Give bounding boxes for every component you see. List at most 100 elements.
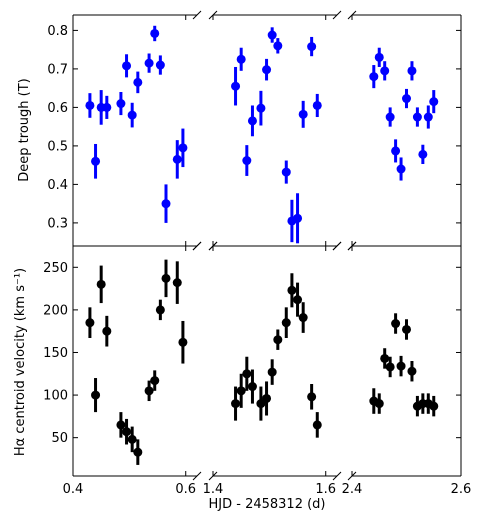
data-point [155, 305, 165, 315]
data-point [262, 393, 272, 403]
data-point [312, 100, 322, 110]
data-point [116, 99, 126, 109]
data-point [391, 319, 401, 329]
data-point [178, 143, 188, 153]
axis-break-mark [332, 10, 342, 20]
axis-break-mark [332, 471, 342, 481]
data-point [298, 109, 308, 119]
y-tick-label: 100 [43, 389, 68, 404]
data-point [412, 112, 422, 122]
data-point [102, 102, 112, 112]
data-point [150, 376, 160, 386]
axis-break-mark [192, 471, 202, 481]
data-point [374, 399, 384, 409]
data-point [161, 199, 171, 209]
data-point [231, 81, 241, 91]
y-axis-label-top: Deep trough (T) [17, 78, 32, 181]
y-tick-label: 0.5 [47, 139, 68, 154]
data-marks [85, 25, 439, 465]
y-tick-label: 150 [43, 346, 68, 361]
data-point [116, 420, 126, 430]
data-point [385, 112, 395, 122]
x-tick-label: 0.6 [175, 482, 196, 497]
data-point [293, 213, 303, 223]
data-point [407, 366, 417, 376]
data-point [256, 103, 266, 113]
data-point [267, 30, 277, 40]
data-point [247, 382, 257, 392]
y-tick-label: 0.7 [47, 62, 68, 77]
axes: 0.3 0.4 0.5 0.6 0.7 0.8 50 100 150 200 250 0.4 0.6 1.… [43, 15, 471, 497]
data-point [307, 42, 317, 52]
data-point [242, 156, 252, 166]
data-point [133, 77, 143, 87]
data-point [391, 146, 401, 156]
y-tick-label: 0.4 [47, 178, 68, 193]
x-tick-label: 2.6 [451, 482, 472, 497]
data-point [122, 61, 132, 71]
data-point [402, 94, 411, 104]
data-point [369, 72, 379, 82]
data-point [122, 427, 132, 437]
data-point [380, 66, 390, 76]
data-point [307, 392, 317, 402]
data-point [273, 41, 283, 51]
data-point [161, 273, 171, 283]
data-point [262, 65, 272, 75]
y-tick-label: 0.6 [47, 101, 68, 116]
data-point [236, 386, 246, 396]
data-point [385, 362, 395, 372]
axis-break-mark [192, 241, 202, 251]
data-point [293, 295, 303, 305]
data-point [172, 278, 182, 288]
y-tick-label: 250 [43, 261, 68, 276]
data-point [281, 318, 291, 328]
data-point [396, 361, 406, 371]
data-point [312, 420, 322, 430]
data-point [380, 353, 390, 363]
y-tick-label: 200 [43, 303, 68, 318]
data-point [429, 401, 439, 411]
data-point [172, 154, 182, 164]
data-point [242, 369, 252, 379]
data-point [231, 399, 241, 409]
data-point [407, 66, 417, 76]
data-point [236, 54, 246, 64]
data-point [91, 390, 101, 400]
data-point [429, 97, 439, 107]
data-point [91, 156, 101, 166]
y-tick-label: 0.3 [47, 216, 68, 231]
x-tick-label: 1.6 [315, 482, 336, 497]
data-point [102, 326, 112, 336]
data-point [127, 110, 137, 120]
data-point [155, 60, 165, 70]
y-axis-label-bottom: Hα centroid velocity (km s⁻¹) [13, 268, 28, 456]
data-point [423, 112, 433, 122]
data-point [402, 324, 411, 334]
y-tick-label: 50 [51, 431, 68, 446]
x-tick-label: 1.4 [203, 482, 224, 497]
data-point [298, 313, 308, 323]
data-point [85, 318, 95, 328]
data-point [267, 367, 277, 377]
data-point [144, 386, 154, 396]
data-point [127, 434, 137, 444]
data-point [273, 335, 283, 345]
data-point [150, 28, 160, 38]
data-point [247, 116, 257, 126]
data-point [133, 447, 143, 457]
axis-break-mark [192, 10, 202, 20]
data-point [85, 100, 95, 110]
y-tick-label: 0.8 [47, 24, 68, 39]
data-point [144, 58, 154, 68]
data-point [374, 52, 384, 62]
panel-frames [72, 10, 462, 481]
axis-break-mark [332, 241, 342, 251]
x-tick-label: 0.4 [63, 482, 84, 497]
data-point [281, 167, 291, 177]
data-point [96, 279, 106, 289]
x-tick-label: 2.4 [342, 482, 363, 497]
data-point [396, 164, 406, 174]
x-axis-label: HJD - 2458312 (d) [209, 497, 326, 512]
